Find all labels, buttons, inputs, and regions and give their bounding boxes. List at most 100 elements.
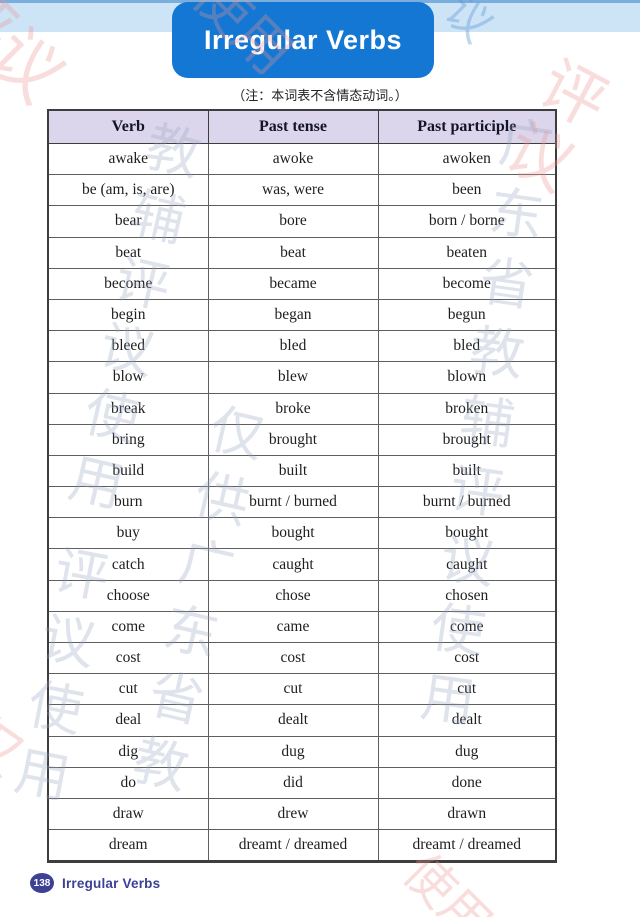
verb-cell: bear [47, 205, 209, 238]
table-row: do did done [47, 766, 557, 799]
verb-cell: do [47, 766, 209, 799]
verb-cell: awoke [207, 142, 379, 176]
table-row: dream dreamt / dreamed dreamt / dreamed [47, 829, 557, 863]
table-row: cost cost cost [47, 641, 557, 675]
verb-cell: burn [47, 486, 209, 519]
verb-cell: dig [47, 735, 209, 768]
table-row: beat beat beaten [47, 236, 557, 269]
verb-cell: blew [207, 361, 379, 394]
verb-cell: drawn [377, 797, 557, 831]
verb-cell: broke [207, 392, 379, 425]
verb-cell: began [207, 298, 379, 332]
verb-cell: dreamt / dreamed [377, 829, 557, 863]
verb-cell: catch [47, 548, 209, 581]
verb-cell: build [47, 454, 209, 488]
verb-cell: break [47, 392, 209, 425]
note-text: （注：本词表不含情态动词。） [232, 88, 408, 103]
verb-cell: dug [377, 735, 557, 768]
verb-cell: bled [207, 330, 379, 363]
verb-cell: dealt [377, 704, 557, 737]
verb-cell: deal [47, 704, 209, 737]
verb-cell: dug [207, 735, 379, 768]
verb-cell: bought [207, 517, 379, 550]
table-row: draw drew drawn [47, 797, 557, 831]
verb-cell: come [377, 610, 557, 644]
watermark-text: 仅供 [0, 697, 34, 848]
verb-cell: become [47, 267, 209, 300]
verb-cell: cost [47, 641, 209, 675]
verb-cell: burnt / burned [207, 486, 379, 519]
verb-cell: become [377, 267, 557, 300]
verb-cell: be (am, is, are) [47, 174, 209, 207]
table-row: burn burnt / burned burnt / burned [47, 486, 557, 519]
verb-cell: bleed [47, 330, 209, 363]
verb-cell: cut [207, 673, 379, 706]
verb-cell: bring [47, 423, 209, 456]
verb-cell: dreamt / dreamed [207, 829, 379, 863]
verb-cell: came [207, 610, 379, 644]
verb-cell: begin [47, 298, 209, 332]
footer-section-label: Irregular Verbs [62, 876, 161, 891]
verb-cell: blown [377, 361, 557, 394]
table-row: bring brought brought [47, 423, 557, 456]
verb-cell: was, were [207, 174, 379, 207]
verb-cell: beat [207, 236, 379, 269]
column-header-past-participle: Past participle [377, 109, 557, 144]
table-row: blow blew blown [47, 361, 557, 394]
table-header-row: Verb Past tense Past participle [47, 109, 557, 144]
table-row: awake awoke awoken [47, 142, 557, 176]
verb-cell: cut [377, 673, 557, 706]
page-title: Irregular Verbs [203, 24, 403, 55]
verb-cell: beat [47, 236, 209, 269]
top-edge-line [0, 0, 640, 3]
table-row: become became become [47, 267, 557, 300]
verb-cell: begun [377, 298, 557, 332]
table-row: begin began begun [47, 298, 557, 332]
verb-cell: built [377, 454, 557, 488]
column-header-past-tense: Past tense [207, 109, 379, 144]
verb-cell: bought [377, 517, 557, 550]
verb-cell: chosen [377, 579, 557, 612]
verb-cell: beaten [377, 236, 557, 269]
verb-cell: awoken [377, 142, 557, 176]
table-row: dig dug dug [47, 735, 557, 768]
table-row: bleed bled bled [47, 330, 557, 363]
verb-cell: blow [47, 361, 209, 394]
verb-cell: cost [207, 641, 379, 675]
table-row: break broke broken [47, 392, 557, 425]
irregular-verbs-table: Verb Past tense Past participle awake awo… [47, 109, 557, 864]
verb-cell: dealt [207, 704, 379, 737]
verb-cell: cut [47, 673, 209, 706]
verb-cell: awake [47, 142, 209, 176]
table-row: catch caught caught [47, 548, 557, 581]
column-header-verb: Verb [47, 109, 209, 144]
table-row: cut cut cut [47, 673, 557, 706]
verb-cell: chose [207, 579, 379, 612]
verb-cell: did [207, 766, 379, 799]
page-number-badge: 138 [30, 873, 54, 893]
verb-cell: been [377, 174, 557, 207]
verb-cell: caught [207, 548, 379, 581]
table-row: buy bought bought [47, 517, 557, 550]
table-row: choose chose chosen [47, 579, 557, 612]
table-row: build built built [47, 454, 557, 488]
verb-cell: caught [377, 548, 557, 581]
verb-cell: became [207, 267, 379, 300]
table-row: be (am, is, are) was, were been [47, 174, 557, 207]
verb-cell: built [207, 454, 379, 488]
verb-cell: burnt / burned [377, 486, 557, 519]
verb-cell: done [377, 766, 557, 799]
verb-cell: draw [47, 797, 209, 831]
verb-cell: bore [207, 205, 379, 238]
verb-cell: dream [47, 829, 209, 863]
verb-cell: come [47, 610, 209, 644]
title-banner: Irregular Verbs [172, 2, 434, 78]
verb-cell: bled [377, 330, 557, 363]
verb-cell: broken [377, 392, 557, 425]
verb-cell: brought [377, 423, 557, 456]
verb-cell: choose [47, 579, 209, 612]
verb-cell: buy [47, 517, 209, 550]
table-row: deal dealt dealt [47, 704, 557, 737]
verb-cell: brought [207, 423, 379, 456]
